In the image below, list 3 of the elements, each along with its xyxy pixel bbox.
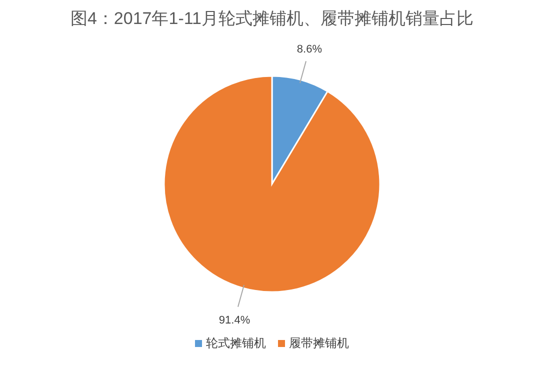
- title: 图4：2017年1-11月轮式摊铺机、履带摊铺机销量占比: [70, 9, 474, 28]
- legend-label: 轮式摊铺机: [206, 336, 266, 350]
- legend-label: 履带摊铺机: [289, 336, 349, 350]
